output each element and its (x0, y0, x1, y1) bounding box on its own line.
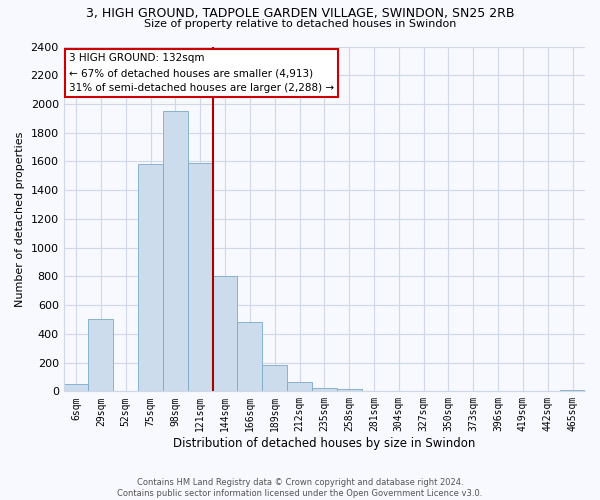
X-axis label: Distribution of detached houses by size in Swindon: Distribution of detached houses by size … (173, 437, 476, 450)
Bar (188, 163, 212, 392)
Bar (262, 365, 287, 392)
Bar (212, 276, 238, 392)
Bar (163, 111, 188, 392)
Text: 3, HIGH GROUND, TADPOLE GARDEN VILLAGE, SWINDON, SN25 2RB: 3, HIGH GROUND, TADPOLE GARDEN VILLAGE, … (86, 8, 514, 20)
Bar (238, 322, 262, 392)
Bar (337, 389, 362, 392)
Bar (312, 388, 337, 392)
Y-axis label: Number of detached properties: Number of detached properties (15, 131, 25, 306)
Bar (88, 320, 113, 392)
Text: Size of property relative to detached houses in Swindon: Size of property relative to detached ho… (144, 19, 456, 29)
Bar (138, 164, 163, 392)
Text: Contains HM Land Registry data © Crown copyright and database right 2024.
Contai: Contains HM Land Registry data © Crown c… (118, 478, 482, 498)
Bar (287, 382, 312, 392)
Bar (64, 384, 88, 392)
Bar (560, 390, 585, 392)
Text: 3 HIGH GROUND: 132sqm
← 67% of detached houses are smaller (4,913)
31% of semi-d: 3 HIGH GROUND: 132sqm ← 67% of detached … (69, 54, 334, 93)
